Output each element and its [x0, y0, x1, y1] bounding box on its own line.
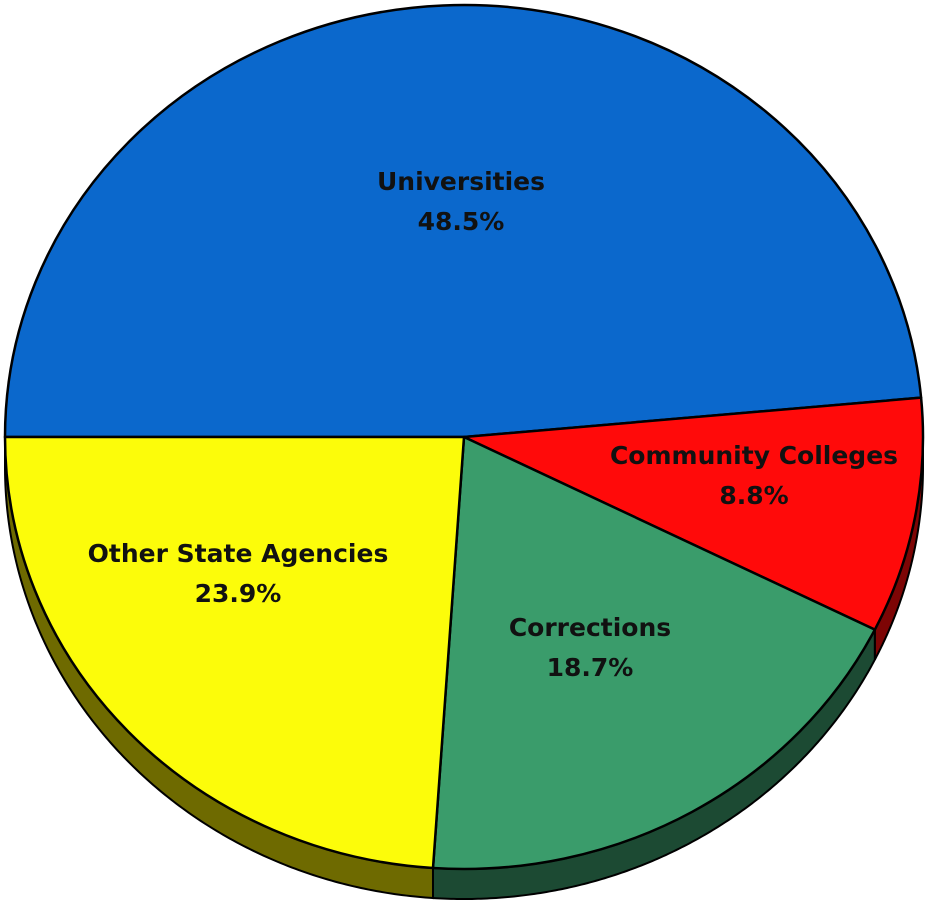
slice-percent-corrections: 18.7%: [547, 653, 634, 682]
slice-label-universities: Universities: [377, 167, 545, 196]
pie-top-layer: [3, 3, 925, 871]
slice-percent-universities: 48.5%: [418, 207, 505, 236]
pie-slice-community-colleges: [462, 396, 925, 631]
slice-percent-other-state-agencies: 23.9%: [195, 579, 282, 608]
slice-label-community-colleges: Community Colleges: [610, 441, 898, 470]
slice-label-other-state-agencies: Other State Agencies: [88, 539, 389, 568]
pie-slice-other-state-agencies: [3, 435, 466, 870]
slice-percent-community-colleges: 8.8%: [719, 481, 788, 510]
pie-slice-universities: [3, 3, 923, 439]
pie-slice-corrections: [431, 435, 877, 871]
slice-label-corrections: Corrections: [509, 613, 671, 642]
pie-label-layer: Universities 48.5% Community Colleges 8.8% C…: [88, 167, 898, 682]
